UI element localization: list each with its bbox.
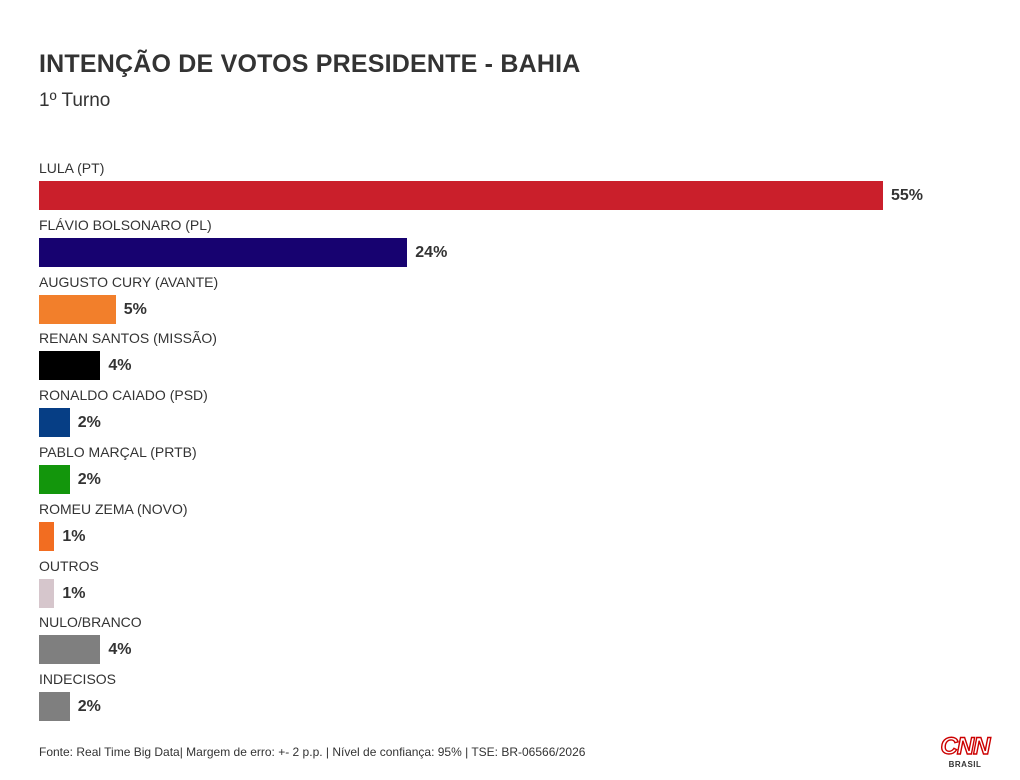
bar [39,578,55,608]
bar-value-label: 4% [108,641,132,659]
bar-category-label: NULO/BRANCO [39,614,142,631]
bar-row: PABLO MARÇAL (PRTB) 2% [39,444,999,496]
bar-category-label: INDECISOS [39,671,117,688]
bar-category-label: LULA (PT) [39,160,105,176]
bar-value-label: 2% [77,471,101,488]
bar-row: RENAN SANTOS (MISSÃO) 4% [39,330,999,382]
bar-value-label: 1% [62,584,86,602]
bar-value-label: 55% [891,187,924,204]
bar [39,635,101,665]
bar-row: NULO/BRANCO 4% [39,614,999,666]
bar-row: AUGUSTO CURY (AVANTE) 5% [39,274,999,326]
bar [39,465,70,494]
cnn-logo-subtext: BRASIL [948,760,982,769]
bar-category-label: RONALDO CAIADO (PSD) [39,387,208,404]
bar [39,521,55,551]
bar-row: OUTROS 1% [39,558,999,610]
bar-row: RONALDO CAIADO (PSD) 2% [39,387,999,439]
bar-value-label: 24% [415,243,448,261]
bar-row: LULA (PT) 55% [39,160,999,212]
bar-category-label: RENAN SANTOS (MISSÃO) [39,330,217,347]
bar-row: INDECISOS 2% [39,671,999,723]
bar-category-label: OUTROS [39,557,99,574]
source-footer: Fonte: Real Time Big Data| Margem de err… [39,745,586,759]
chart-subtitle: 1º Turno [39,90,111,111]
bar-category-label: FLÁVIO BOLSONARO (PL) [39,216,212,233]
bar-category-label: AUGUSTO CURY (AVANTE) [39,273,219,290]
bar [39,181,883,210]
bar-value-label: 4% [108,357,132,375]
bar-value-label: 1% [62,527,86,545]
bar [39,351,101,381]
bar-value-label: 2% [77,414,101,432]
bar-value-label: 5% [123,300,147,318]
bar [39,237,408,267]
bar [39,294,116,324]
cnn-logo-mark: CNN [940,733,991,760]
bar-row: FLÁVIO BOLSONARO (PL) 24% [39,217,999,269]
bar-category-label: PABLO MARÇAL (PRTB) [39,444,197,460]
bar [39,692,70,722]
bar [39,408,70,438]
cnn-brasil-logo: CNN BRASIL [940,733,991,770]
bar-row: ROMEU ZEMA (NOVO) 1% [39,501,999,553]
bar-category-label: ROMEU ZEMA (NOVO) [39,500,188,517]
chart-title: INTENÇÃO DE VOTOS PRESIDENTE - BAHIA [39,50,581,78]
bar-value-label: 2% [77,698,101,716]
